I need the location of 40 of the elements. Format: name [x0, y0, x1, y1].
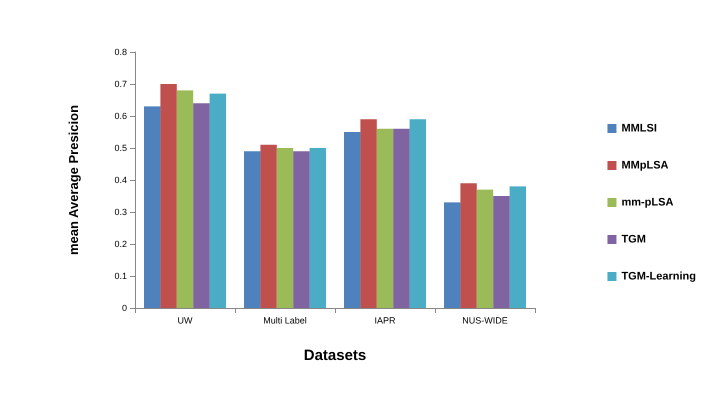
bar — [210, 94, 226, 308]
y-tick-label: 0.4 — [114, 175, 127, 185]
legend-label: TGM — [621, 234, 646, 246]
y-tick-label: 0.1 — [114, 271, 127, 281]
bar — [460, 183, 477, 308]
bar — [510, 186, 526, 308]
bar — [260, 144, 277, 308]
bar — [493, 196, 510, 308]
y-tick-label: 0.6 — [114, 111, 127, 121]
y-tick-label: 0 — [122, 303, 127, 313]
bar — [244, 151, 260, 308]
y-tick-label: 0.7 — [114, 79, 127, 89]
bar — [293, 151, 310, 308]
legend-label: MMLSI — [621, 122, 657, 134]
x-tick-label: UW — [178, 316, 193, 326]
bar — [444, 202, 460, 308]
x-tick-label: IAPR — [374, 316, 396, 326]
x-tick-label: NUS-WIDE — [462, 316, 508, 326]
y-tick-label: 0.3 — [114, 207, 127, 217]
bar — [144, 106, 160, 308]
legend-label: MMpLSA — [621, 160, 669, 172]
legend-label: mm-pLSA — [621, 196, 674, 208]
bar — [376, 128, 394, 308]
x-axis-title: Datasets — [304, 347, 366, 364]
legend-label: TGM-Learning — [621, 270, 696, 282]
bar — [276, 148, 294, 308]
bar — [410, 119, 426, 308]
bar — [344, 132, 360, 308]
bar — [160, 84, 177, 308]
y-tick-label: 0.5 — [114, 143, 127, 153]
x-tick-label: Multi Label — [263, 316, 307, 326]
y-axis-title: mean Average Presicion — [66, 104, 81, 256]
bar — [393, 128, 410, 308]
bar — [476, 190, 494, 308]
bar — [176, 90, 194, 308]
y-tick-label: 0.2 — [114, 239, 127, 249]
bar — [360, 119, 377, 308]
y-tick-label: 0.8 — [114, 47, 127, 57]
bar — [193, 103, 210, 308]
bar — [310, 148, 326, 308]
